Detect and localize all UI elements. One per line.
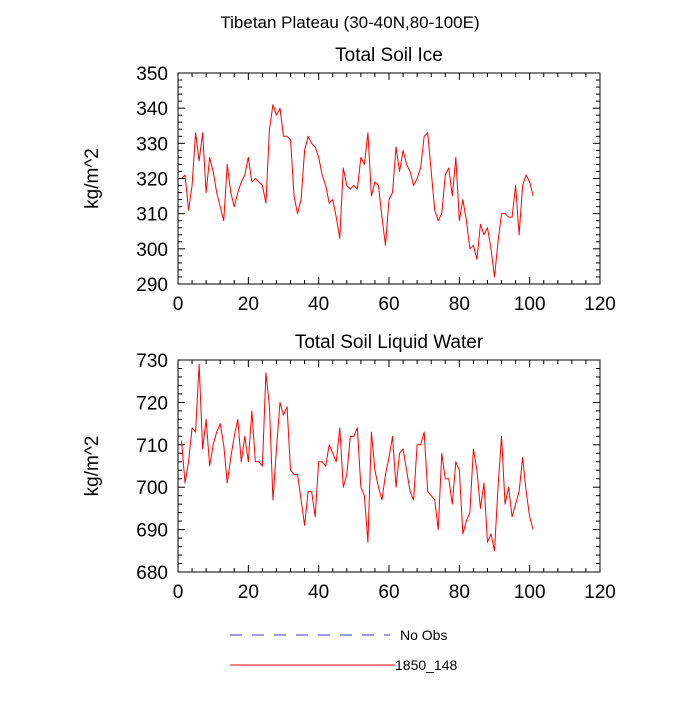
plot-frame <box>177 72 601 285</box>
x-tick-label: 20 <box>238 582 259 603</box>
x-tick-label: 80 <box>449 582 470 603</box>
x-tick-label: 100 <box>514 582 546 603</box>
x-tick-label: 0 <box>173 294 184 315</box>
y-tick-label: 300 <box>136 240 168 261</box>
x-tick-label: 100 <box>514 294 546 315</box>
legend-label-no-obs: No Obs <box>400 627 447 643</box>
y-axis-label: kg/m^2 <box>82 436 103 497</box>
x-tick-label: 40 <box>308 294 329 315</box>
y-tick-label: 320 <box>136 170 168 191</box>
y-tick-label: 720 <box>136 393 168 414</box>
y-tick-label: 730 <box>136 351 168 372</box>
x-tick-label: 120 <box>584 582 616 603</box>
y-tick-label: 350 <box>136 64 168 85</box>
x-tick-label: 0 <box>173 582 184 603</box>
series-line-1 <box>181 363 534 552</box>
y-tick-label: 710 <box>136 436 168 457</box>
y-axis-label: kg/m^2 <box>82 148 103 209</box>
y-tick-label: 330 <box>136 134 168 155</box>
y-tick-label: 310 <box>136 205 168 226</box>
y-tick-label: 340 <box>136 99 168 120</box>
x-tick-label: 20 <box>238 294 259 315</box>
panels: Total Soil Ice kg/m^2 0 20 40 60 80 100 120 290 30… <box>82 45 616 603</box>
y-tick-label: 690 <box>136 521 168 542</box>
legend-label-1850-148: 1850_148 <box>395 657 458 673</box>
x-tick-label: 40 <box>308 582 329 603</box>
y-tick-label: 700 <box>136 478 168 499</box>
series-line-1 <box>181 104 534 278</box>
x-tick-label: 60 <box>378 294 399 315</box>
x-tick-label: 120 <box>584 294 616 315</box>
panel-1: Total Soil Ice kg/m^2 0 20 40 60 80 100 120 290 30… <box>82 45 616 315</box>
plot-frame <box>177 359 601 573</box>
panel-2: Total Soil Liquid Water kg/m^2 0 20 40 60 80 10… <box>82 332 616 603</box>
y-tick-label: 290 <box>136 275 168 296</box>
x-tick-label: 60 <box>378 582 399 603</box>
panel-title: Total Soil Liquid Water <box>295 332 484 353</box>
x-tick-label: 80 <box>449 294 470 315</box>
panel-title: Total Soil Ice <box>335 45 443 66</box>
y-tick-label: 680 <box>136 563 168 584</box>
page-title: Tibetan Plateau (30-40N,80-100E) <box>220 13 479 32</box>
legend: No Obs 1850_148 <box>230 627 458 673</box>
